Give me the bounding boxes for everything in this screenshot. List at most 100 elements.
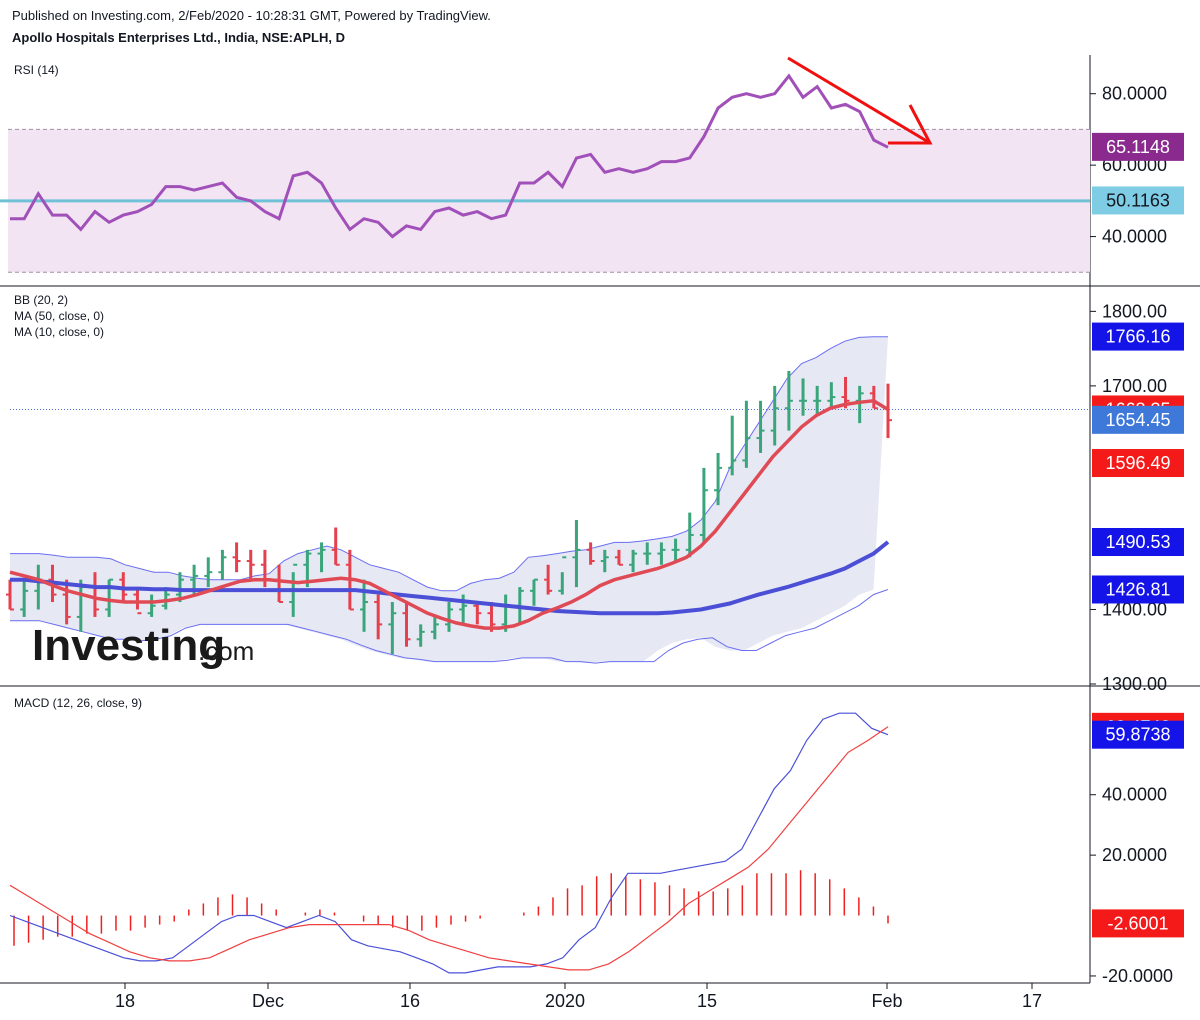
ma10-legend: MA (10, close, 0): [14, 325, 104, 339]
ohlc-bar: [232, 542, 241, 573]
macd-badge-label: 59.8738: [1105, 725, 1170, 745]
macd-value-badge: [1092, 909, 1184, 938]
price-badge-label: 1490.53: [1105, 532, 1170, 552]
time-tick-label: 15: [697, 991, 717, 1011]
rsi-badge-label: 65.1148: [1106, 137, 1170, 157]
ma50-line: [10, 540, 890, 616]
ohlc-bar: [62, 579, 71, 625]
ohlc-bar: [827, 382, 836, 409]
macd-axis-tick-label: 40.0000: [1102, 785, 1167, 805]
ohlc-bar: [884, 383, 892, 439]
time-tick-label: Feb: [871, 991, 902, 1011]
time-tick-label: 2020: [545, 991, 585, 1011]
ohlc-bar: [20, 579, 29, 617]
ohlc-bar: [544, 564, 553, 595]
ohlc-bar: [699, 467, 708, 543]
price-value-badge: [1092, 575, 1184, 604]
bb-lower-line: [10, 589, 889, 664]
macd-axis-tick-label: -20.0000: [1102, 966, 1173, 986]
rsi-axis-tick-label: 80.0000: [1102, 84, 1167, 104]
ohlc-bar: [204, 557, 213, 588]
ohlc-bar: [473, 602, 482, 625]
ohlc-bar: [133, 587, 142, 615]
rsi-legend: RSI (14): [14, 63, 59, 77]
price-badge-label: 1596.49: [1105, 453, 1170, 473]
ohlc-bar: [643, 542, 652, 565]
ohlc-bar: [586, 542, 595, 565]
rsi-axis-tick-label: 40.0000: [1102, 227, 1167, 247]
price-pane: BB (20, 2) MA (50, close, 0) MA (10, clo…: [6, 293, 1184, 694]
price-badge-label: 1654.45: [1105, 410, 1170, 430]
macd-pane: MACD (12, 26, close, 9) 40.0000 20.0000 -2…: [9, 696, 1184, 986]
time-tick-label: Dec: [252, 991, 284, 1011]
bb-upper-line: [10, 336, 888, 592]
ohlc-bar: [728, 415, 737, 476]
investing-logo: Investing .com: [32, 621, 254, 670]
ohlc-bar: [614, 549, 623, 566]
down-arrow-annotation: [787, 56, 933, 145]
ohlc-bar: [317, 542, 326, 573]
macd-legend: MACD (12, 26, close, 9): [14, 696, 142, 710]
signal-line: [9, 726, 889, 971]
macd-histogram: [13, 870, 889, 946]
price-axis-tick-label: 1400.00: [1102, 599, 1167, 619]
logo-suffix: .com: [198, 636, 254, 666]
price-value-badge: [1092, 449, 1184, 478]
macd-badge-label: -2.6001: [1107, 913, 1168, 933]
bb-legend: BB (20, 2): [14, 293, 68, 307]
ohlc-bar: [374, 594, 383, 640]
time-tick-label: 18: [115, 991, 135, 1011]
time-axis: 18 Dec 16 2020 15 Feb 17: [115, 983, 1042, 1011]
price-value-badge: [1092, 405, 1184, 434]
price-value-badge: [1092, 322, 1184, 351]
ohlc-bar: [813, 385, 822, 416]
macd-value-badge: [1092, 720, 1184, 749]
macd-axis-tick-label: 20.0000: [1102, 845, 1167, 865]
ohlc-bar: [402, 602, 411, 647]
ohlc-bar: [147, 594, 156, 617]
rsi-badge-label: 50.1163: [1106, 190, 1170, 210]
rsi-value-badge: [1092, 132, 1184, 161]
ohlc-bar: [331, 527, 340, 566]
ohlc-bar: [657, 542, 666, 565]
ohlc-bar: [529, 578, 538, 606]
ma50-legend: MA (50, close, 0): [14, 309, 104, 323]
ohlc-bar: [629, 549, 638, 573]
ohlc-bar: [714, 452, 723, 506]
ohlc-bar: [799, 378, 808, 416]
time-tick-label: 17: [1022, 991, 1042, 1011]
ohlc-bar: [869, 385, 878, 410]
ohlc-bar: [360, 579, 369, 632]
time-tick-label: 16: [400, 991, 420, 1011]
price-axis-tick-label: 1800.00: [1102, 301, 1167, 321]
macd-line: [9, 712, 889, 974]
published-caption: Published on Investing.com, 2/Feb/2020 -…: [12, 8, 491, 23]
price-axis-tick-label: 1700.00: [1102, 376, 1167, 396]
ohlc-bar: [784, 370, 793, 431]
ohlc-bar: [558, 556, 567, 595]
ohlc-bar: [246, 549, 255, 580]
rsi-series-line: [10, 73, 889, 239]
ohlc-bar: [770, 385, 779, 446]
rsi-value-badge: [1092, 186, 1184, 215]
ohlc-bar: [671, 538, 680, 562]
instrument-title: Apollo Hospitals Enterprises Ltd., India…: [12, 30, 345, 45]
ma10-line: [9, 398, 889, 630]
ohlc-bar: [742, 400, 751, 468]
ohlc-bar: [416, 624, 425, 647]
ohlc-bar: [430, 616, 439, 640]
ohlc-bar: [388, 602, 397, 655]
ohlc-bar: [218, 549, 227, 580]
price-badge-label: 1766.16: [1105, 327, 1170, 347]
ohlc-bar: [6, 579, 14, 611]
price-axis-tick-label: 1300.00: [1102, 674, 1167, 694]
bb-fill: [10, 336, 888, 664]
ohlc-bar: [289, 563, 298, 617]
ohlc-bar: [445, 602, 453, 632]
ohlc-bar: [685, 512, 694, 558]
ohlc-bar: [600, 549, 609, 573]
logo-wordmark: Investing: [32, 621, 225, 670]
ohlc-bar: [572, 520, 581, 588]
